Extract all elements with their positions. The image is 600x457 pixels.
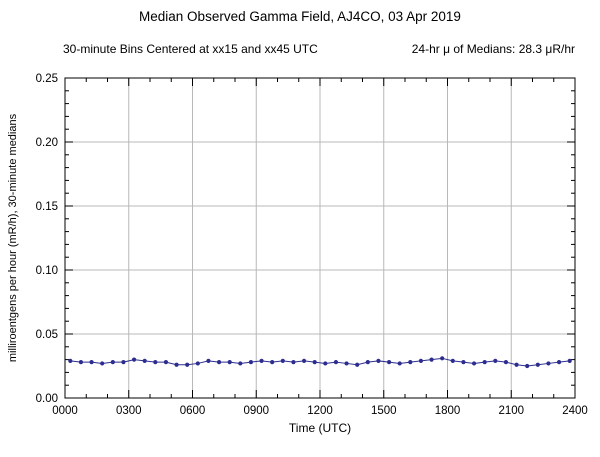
- data-point-marker: [238, 361, 243, 366]
- data-point-marker: [418, 358, 424, 363]
- y-tick-label: 0.05: [36, 329, 58, 341]
- data-point-marker: [397, 361, 402, 366]
- data-point-marker: [301, 358, 307, 363]
- data-point-marker: [227, 360, 232, 365]
- data-point-marker: [429, 357, 434, 362]
- data-point-marker: [185, 362, 190, 367]
- data-point-marker: [163, 360, 169, 365]
- x-tick-label: 2100: [498, 405, 524, 417]
- y-tick-label: 0.15: [36, 201, 58, 213]
- data-point-marker: [408, 360, 413, 365]
- data-point-marker: [131, 357, 137, 362]
- data-point-marker: [323, 361, 328, 366]
- data-point-marker: [461, 360, 466, 365]
- data-point-marker: [68, 358, 73, 363]
- chart-subtitle: 30-minute Bins Centered at xx15 and xx45…: [63, 42, 575, 56]
- data-point-marker: [355, 362, 360, 367]
- x-tick-label: 1200: [307, 405, 333, 417]
- x-tick-label: 1500: [371, 405, 397, 417]
- data-point-marker: [121, 360, 126, 365]
- data-point-marker: [365, 360, 370, 365]
- data-point-marker: [100, 361, 105, 366]
- data-point-marker: [503, 360, 509, 365]
- subtitle-bins: 30-minute Bins Centered at xx15 and xx45…: [63, 42, 318, 56]
- x-axis-label: Time (UTC): [288, 421, 352, 435]
- data-point-marker: [89, 360, 94, 365]
- data-point-marker: [386, 360, 392, 365]
- data-point-marker: [259, 358, 264, 363]
- data-point-marker: [142, 358, 147, 363]
- y-tick-label: 0.25: [36, 73, 58, 85]
- y-tick-label: 0.10: [36, 265, 58, 277]
- data-point-marker: [546, 361, 551, 366]
- data-point-marker: [78, 360, 84, 365]
- x-tick-label: 0300: [116, 405, 142, 417]
- data-point-marker: [556, 360, 562, 365]
- data-point-marker: [535, 362, 540, 367]
- data-point-marker: [567, 358, 572, 363]
- x-tick-label: 1800: [435, 405, 461, 417]
- data-point-marker: [270, 360, 275, 365]
- chart-title: Median Observed Gamma Field, AJ4CO, 03 A…: [139, 9, 461, 24]
- data-point-marker: [153, 360, 158, 365]
- data-point-marker: [216, 360, 222, 365]
- data-point-marker: [493, 358, 498, 363]
- data-point-marker: [440, 356, 445, 361]
- plot-frame: [64, 77, 576, 399]
- data-point-marker: [206, 358, 211, 363]
- x-tick-label: 2400: [562, 405, 588, 417]
- y-tick-label: 0.20: [36, 137, 58, 149]
- data-point-marker: [333, 360, 339, 365]
- data-point-marker: [195, 361, 200, 366]
- x-tick-label: 0000: [52, 405, 78, 417]
- data-point-marker: [248, 360, 254, 365]
- data-point-marker: [471, 361, 477, 366]
- x-tick-label: 0900: [243, 405, 269, 417]
- x-tick-label: 0600: [180, 405, 206, 417]
- data-point-marker: [376, 358, 381, 363]
- data-point-marker: [110, 360, 115, 365]
- data-point-marker: [312, 360, 317, 365]
- data-point-marker: [280, 358, 285, 363]
- data-point-marker: [344, 361, 349, 366]
- data-point-marker: [482, 360, 487, 365]
- subtitle-mean: 24-hr μ of Medians: 28.3 μR/hr: [411, 42, 575, 56]
- data-point-marker: [525, 363, 530, 369]
- data-point-marker: [514, 362, 519, 367]
- data-point-marker: [174, 362, 179, 367]
- y-tick-label: 0.00: [36, 393, 58, 405]
- data-point-marker: [291, 360, 296, 365]
- data-point-marker: [450, 358, 455, 363]
